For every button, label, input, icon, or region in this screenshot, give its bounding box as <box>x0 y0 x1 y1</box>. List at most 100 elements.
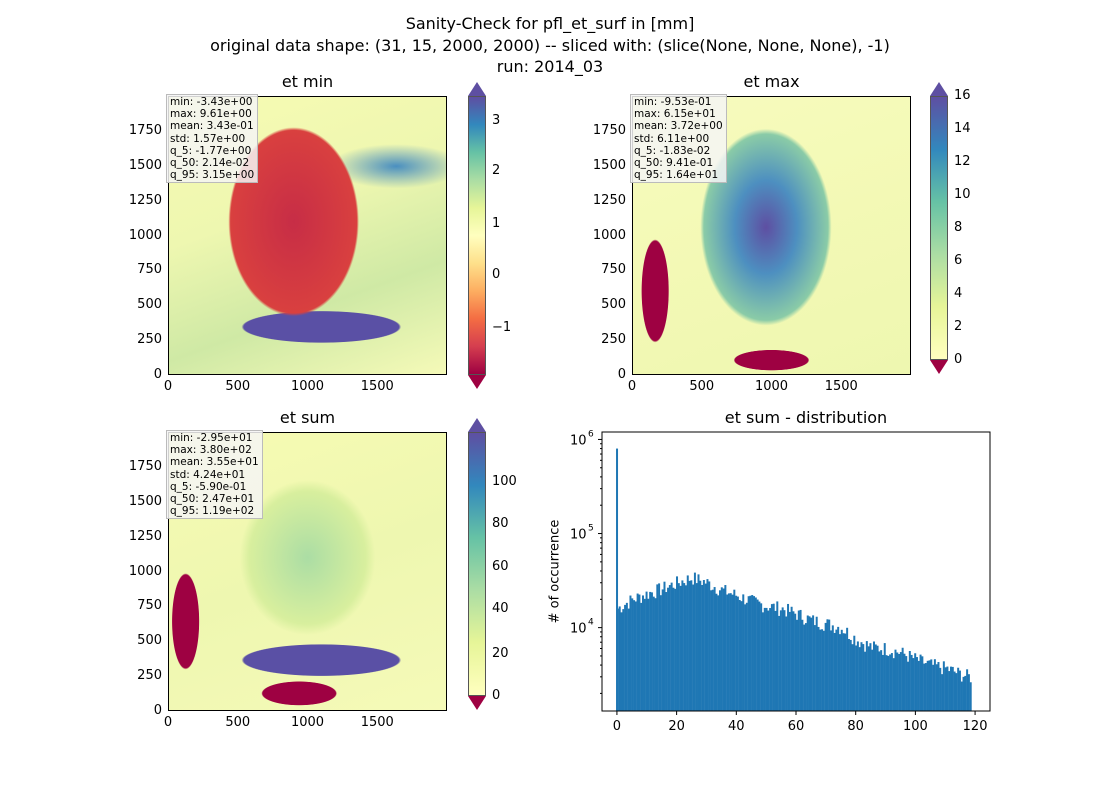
histogram-bar <box>950 666 952 711</box>
et-min-colorbar-extend-top <box>468 82 486 96</box>
histogram-bar <box>710 590 713 711</box>
histogram-bar <box>865 641 868 711</box>
et-sum-xtick: 500 <box>225 715 251 730</box>
histogram-bar <box>894 649 897 711</box>
et-max-ytick: 500 <box>601 297 626 313</box>
histogram-bar <box>835 629 838 711</box>
et-max-ytick: 0 <box>617 367 626 382</box>
histogram-bar <box>686 575 689 711</box>
histogram-xtick-label: 100 <box>903 719 928 734</box>
histogram-bar <box>781 607 784 711</box>
histogram-bar <box>650 592 653 711</box>
figure-title-line1: Sanity-Check for pfl_et_surf in [mm] <box>405 14 695 33</box>
et-sum-ytick: 0 <box>153 703 162 718</box>
histogram-bar <box>649 591 652 711</box>
histogram-bar <box>804 623 807 711</box>
et-max-colorbar <box>930 96 948 360</box>
histogram-bar <box>935 664 938 711</box>
histogram-bar <box>740 601 743 711</box>
histogram-bar <box>760 603 763 711</box>
histogram-bar <box>898 653 901 711</box>
histogram-bar <box>670 582 673 711</box>
stats-line: std: 1.57e+00 <box>170 132 246 145</box>
stats-line: mean: 3.43e-01 <box>170 120 254 133</box>
et-min-ytick: 750 <box>137 262 162 278</box>
et-min-ytick: 1250 <box>128 192 162 208</box>
histogram-bar <box>677 583 680 711</box>
histogram-bar <box>715 593 718 711</box>
histogram-bar <box>726 594 729 711</box>
histogram-bar <box>754 597 757 711</box>
et-max-xtick: 500 <box>689 379 715 394</box>
histogram-xtick-label: 120 <box>963 719 988 734</box>
histogram-bar <box>889 654 892 711</box>
histogram-xtick-label: 60 <box>788 719 805 734</box>
histogram-bar <box>899 652 902 711</box>
histogram-bar <box>640 602 643 711</box>
histogram-bar <box>815 616 818 711</box>
et-min-colorbar-tick: 1 <box>492 216 501 232</box>
histogram-bar <box>885 655 888 711</box>
histogram-bar <box>633 600 636 711</box>
histogram-bar <box>767 610 770 711</box>
histogram-bar <box>749 595 752 711</box>
et-max-stats-box: min: -9.53e-01 max: 6.15e+01 mean: 3.72e+0… <box>630 94 727 184</box>
histogram-bar <box>717 595 720 711</box>
histogram-bar <box>770 604 773 711</box>
histogram-bar <box>948 671 951 711</box>
histogram-bar <box>713 587 716 711</box>
histogram-bar <box>672 587 675 711</box>
stats-line: min: -3.43e+00 <box>170 96 253 108</box>
histogram-bar <box>735 595 738 711</box>
histogram-bar <box>919 654 922 711</box>
histogram-bar <box>683 583 686 711</box>
histogram-bar <box>851 644 854 711</box>
histogram-bar <box>711 589 714 711</box>
histogram-bar <box>661 589 664 711</box>
figure-title-line2: original data shape: (31, 15, 2000, 2000… <box>210 36 890 55</box>
histogram-bar <box>876 645 879 711</box>
histogram-title: et sum - distribution <box>724 408 888 427</box>
stats-line: mean: 3.55e+01 <box>170 456 259 469</box>
et-sum-xtick: 0 <box>163 715 173 730</box>
histogram-bar <box>937 662 940 711</box>
et-min-xtick: 1000 <box>290 379 325 394</box>
histogram-bar <box>941 674 944 711</box>
histogram-bar <box>921 656 924 711</box>
et-sum-ytick: 1250 <box>128 528 162 544</box>
stats-line: q_5: -1.77e+00 <box>170 144 252 157</box>
histogram-bar <box>631 598 634 711</box>
et-max-colorbar-tick: 10 <box>954 187 971 202</box>
et-sum-colorbar-tick: 60 <box>492 558 509 574</box>
histogram-bar <box>792 611 795 711</box>
histogram-bar <box>858 647 861 711</box>
histogram-bar <box>880 650 883 711</box>
et-sum-ytick: 1000 <box>128 563 162 579</box>
et-min-colorbar-tick: −1 <box>492 319 512 335</box>
histogram-bar <box>822 630 825 711</box>
histogram-bar <box>912 658 915 711</box>
histogram-bar <box>826 619 829 711</box>
histogram-xtick-label: 40 <box>728 719 745 734</box>
histogram-bar <box>862 644 865 711</box>
et-max-colorbar-tick: 14 <box>954 121 971 136</box>
et-min-xtick: 0 <box>163 379 173 394</box>
histogram-bar <box>620 612 623 711</box>
histogram-bar <box>967 674 970 711</box>
histogram-bar <box>932 664 935 711</box>
et-min-ytick: 250 <box>137 332 162 348</box>
et-max-colorbar-tick: 8 <box>954 220 963 235</box>
et-sum-colorbar-tick: 20 <box>492 645 509 661</box>
stats-line: max: 3.80e+02 <box>170 444 252 457</box>
et-min-ytick: 0 <box>153 367 162 382</box>
et-min-colorbar-tick: 0 <box>492 266 501 282</box>
histogram-bar <box>953 671 956 711</box>
histogram-bar <box>840 629 843 711</box>
et-max-ytick: 750 <box>601 262 626 278</box>
histogram-bar <box>794 613 797 711</box>
histogram-bar <box>668 585 671 711</box>
histogram-bar <box>915 657 918 711</box>
histogram-bar <box>658 583 661 711</box>
et-max-colorbar-tick: 6 <box>954 253 963 268</box>
